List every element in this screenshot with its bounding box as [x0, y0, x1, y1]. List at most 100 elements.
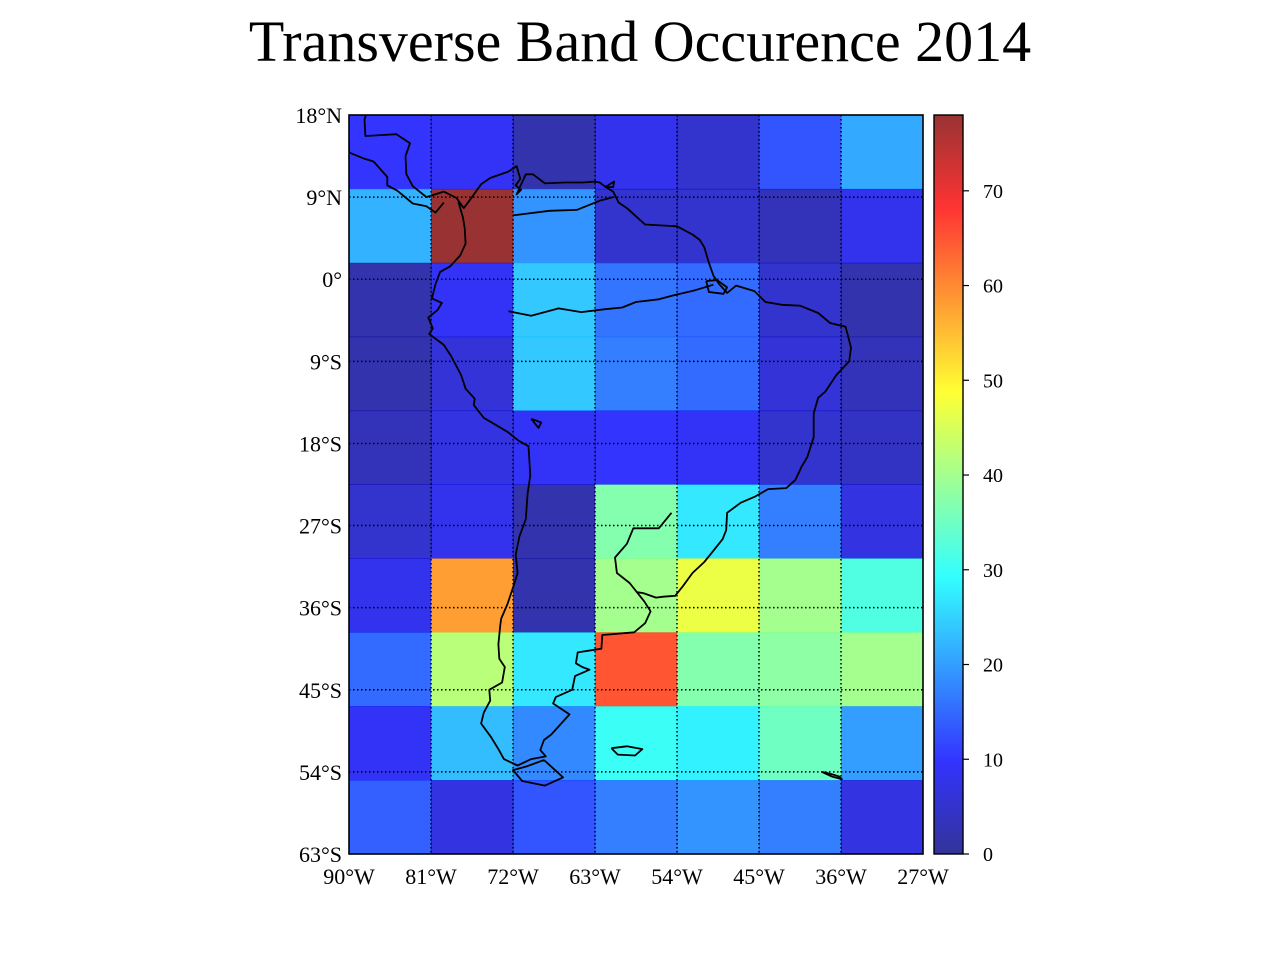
heatmap-cell [677, 115, 760, 190]
heatmap-cell [595, 115, 678, 190]
heatmap-cell [431, 410, 514, 485]
heatmap-cell [677, 558, 760, 633]
heatmap-cells [349, 115, 924, 855]
heatmap-cell [759, 262, 842, 338]
heatmap-cell [431, 188, 514, 264]
colorbar-tick-label: 30 [983, 560, 1003, 582]
heatmap-cell [349, 188, 432, 264]
coastline-layer [349, 115, 852, 787]
heatmap-cell [513, 410, 596, 485]
y-tick-label: 63°S [299, 842, 342, 867]
heatmap-cell [841, 262, 924, 338]
orinoco-river-line [512, 196, 614, 217]
south-america-coastline [427, 165, 852, 767]
heatmap-cell [759, 188, 842, 264]
heatmap-cell [677, 188, 760, 264]
heatmap-cell [431, 115, 514, 190]
heatmap-cell [349, 336, 432, 412]
heatmap-cell [349, 632, 432, 707]
heatmap-cell [595, 410, 678, 485]
parana-river-line [614, 512, 673, 593]
heatmap-cell [677, 410, 760, 485]
x-tick-label: 90°W [323, 864, 375, 889]
colorbar-tick-label: 50 [983, 370, 1003, 392]
heatmap-cell [677, 706, 760, 781]
trinidad-coastline [604, 180, 615, 188]
x-tick-label: 36°W [815, 864, 867, 889]
heatmap-cell [841, 410, 924, 485]
amazon-river-line [508, 283, 714, 317]
y-tick-label: 36°S [299, 596, 342, 621]
heatmap-cell [677, 336, 760, 412]
south-georgia-coastline [821, 771, 843, 781]
chart-title: Transverse Band Occurence 2014 [248, 9, 1032, 74]
heatmap-cell [513, 336, 596, 412]
heatmap-cell [595, 262, 678, 338]
colorbar-tick-label: 60 [983, 276, 1003, 298]
heatmap-cell [431, 632, 514, 707]
x-tick-label: 45°W [733, 864, 785, 889]
heatmap-cell [759, 115, 842, 190]
heatmap-cell [595, 558, 678, 633]
heatmap-cell [595, 706, 678, 781]
heatmap-cell [841, 558, 924, 633]
colorbar-gradient [934, 115, 963, 854]
colorbar-tick-label: 10 [983, 749, 1003, 771]
heatmap-cell [513, 262, 596, 338]
x-tick-label: 54°W [651, 864, 703, 889]
heatmap-cell [431, 262, 514, 338]
heatmap-cell [513, 632, 596, 707]
heatmap-cell [431, 780, 514, 855]
heatmap-cell [841, 115, 924, 190]
heatmap-cell [759, 780, 842, 855]
x-tick-label: 27°W [897, 864, 949, 889]
y-tick-label: 9°N [306, 185, 342, 210]
titicaca-lake-shore [530, 417, 543, 429]
map-frame [348, 114, 924, 855]
tierra-del-fuego-coastline [512, 759, 564, 787]
y-tick-label: 27°S [299, 514, 342, 539]
heatmap-cell [513, 115, 596, 190]
heatmap-cell [677, 484, 760, 559]
heatmap-cell [431, 706, 514, 781]
y-tick-label: 9°S [310, 349, 342, 374]
heatmap-cell [513, 780, 596, 855]
heatmap-cell [841, 632, 924, 707]
x-tick-label: 81°W [405, 864, 457, 889]
heatmap-cell [759, 558, 842, 633]
x-tick-label: 63°W [569, 864, 621, 889]
heatmap-cell [431, 336, 514, 412]
y-tick-label: 54°S [299, 760, 342, 785]
y-tick-label: 45°S [299, 678, 342, 703]
y-tick-label: 18°S [299, 431, 342, 456]
heatmap-cell [431, 484, 514, 559]
heatmap-cell [349, 780, 432, 855]
x-tick-label: 72°W [487, 864, 539, 889]
colorbar-frame [933, 114, 964, 855]
heatmap-cell [759, 336, 842, 412]
heatmap-cell [349, 262, 432, 338]
colorbar-tick-label: 0 [983, 844, 993, 866]
heatmap-cell [841, 188, 924, 264]
heatmap-cell [677, 262, 760, 338]
colorbar: 0 10 20 30 40 50 60 70 [933, 114, 1003, 866]
heatmap-cell [841, 780, 924, 855]
heatmap-cell [349, 484, 432, 559]
x-axis-ticks: 90°W 81°W 72°W 63°W 54°W 45°W 36°W 27°W [323, 864, 949, 889]
y-tick-label: 18°N [295, 103, 342, 128]
heatmap-cell [513, 188, 596, 264]
heatmap-cell [349, 558, 432, 633]
heatmap-cell [759, 410, 842, 485]
y-axis-ticks: 18°N 9°N 0° 9°S 18°S 27°S 36°S 45°S 54°S 63°S [295, 103, 342, 867]
marajo-island-coastline [705, 279, 728, 295]
falkland-islands-coastline [610, 745, 644, 757]
heatmap-cell [349, 410, 432, 485]
heatmap-cell [759, 632, 842, 707]
colorbar-tick-label: 40 [983, 465, 1003, 487]
heatmap-cell [677, 780, 760, 855]
heatmap-cell [759, 706, 842, 781]
heatmap-cell [513, 558, 596, 633]
central-america-coastline [363, 115, 465, 209]
